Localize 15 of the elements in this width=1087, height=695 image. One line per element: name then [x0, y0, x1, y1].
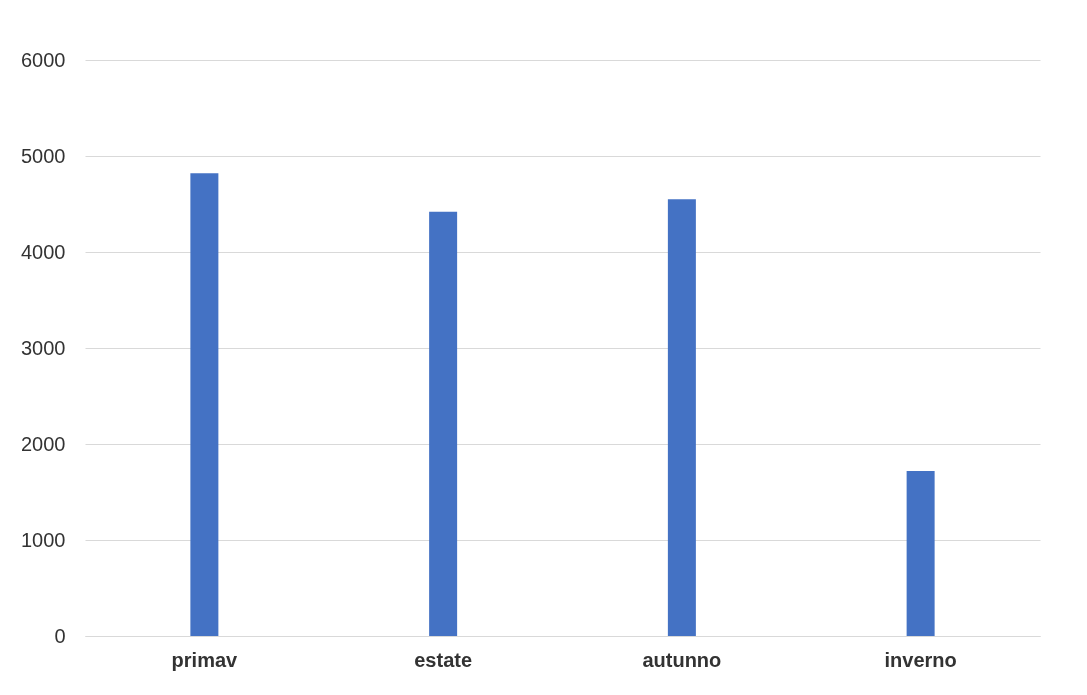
bar — [906, 470, 935, 636]
y-tick-label: 6000 — [21, 48, 66, 71]
y-tick-label: 3000 — [21, 336, 66, 359]
x-tick-label: estate — [414, 648, 473, 671]
bar — [667, 199, 696, 636]
x-tick-label: inverno — [884, 648, 957, 671]
bar — [429, 211, 458, 636]
y-tick-label: 0 — [54, 624, 66, 647]
y-tick-label: 5000 — [21, 144, 66, 167]
y-tick-label: 2000 — [21, 432, 66, 455]
x-tick-label: autunno — [642, 648, 722, 671]
y-tick-label: 1000 — [21, 528, 66, 551]
bar — [190, 173, 219, 636]
y-tick-label: 4000 — [21, 240, 66, 263]
x-tick-label: primav — [171, 648, 239, 671]
